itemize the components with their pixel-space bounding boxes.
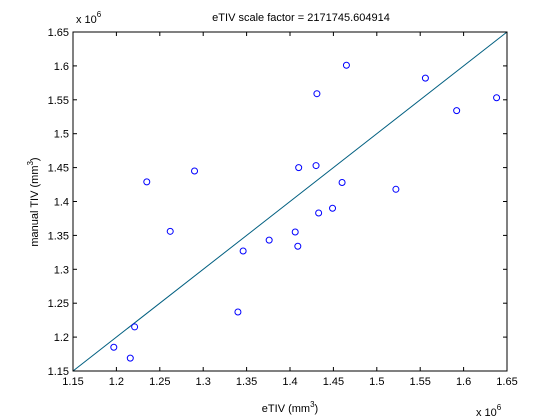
x-tick-label: 1.5 bbox=[369, 376, 384, 388]
data-point bbox=[493, 94, 501, 102]
y-tick-label: 1.45 bbox=[48, 163, 69, 175]
y-axis-label-base: manual TIV (mm bbox=[29, 166, 41, 247]
y-axis-multiplier: x 106 bbox=[76, 10, 102, 26]
data-point bbox=[342, 61, 350, 69]
x-tick-label: 1.6 bbox=[456, 376, 471, 388]
data-point bbox=[239, 247, 247, 255]
y-tick-label: 1.6 bbox=[54, 61, 69, 73]
data-point bbox=[143, 178, 151, 186]
x-axis-label-base: eTIV (mm bbox=[262, 403, 310, 415]
y-axis-multiplier-base: x 10 bbox=[76, 14, 97, 26]
y-tick-label: 1.35 bbox=[48, 230, 69, 242]
x-tick-label: 1.2 bbox=[109, 376, 124, 388]
y-tick-label: 1.55 bbox=[48, 95, 69, 107]
y-tick-label: 1.3 bbox=[54, 264, 69, 276]
x-axis-ticks: 1.15 1.2 1.25 1.3 1.35 1.4 1.45 1.5 1.55 1.6 1.65 bbox=[62, 32, 518, 388]
data-point bbox=[453, 107, 461, 115]
x-axis-multiplier: x 106 bbox=[476, 403, 502, 419]
x-tick-label: 1.35 bbox=[236, 376, 257, 388]
x-axis-label-sup: 3 bbox=[310, 400, 315, 409]
data-point bbox=[392, 185, 400, 193]
x-tick-label: 1.55 bbox=[409, 376, 430, 388]
data-points bbox=[110, 61, 501, 362]
data-point bbox=[338, 179, 346, 187]
data-point bbox=[110, 343, 118, 351]
data-point bbox=[191, 167, 199, 175]
y-axis-label-end: ) bbox=[29, 157, 41, 161]
x-axis-multiplier-base: x 10 bbox=[476, 407, 497, 419]
y-axis-multiplier-exp: 6 bbox=[97, 10, 102, 19]
x-tick-label: 1.15 bbox=[62, 376, 83, 388]
fit-line-layer bbox=[72, 31, 508, 372]
x-tick-label: 1.65 bbox=[496, 376, 517, 388]
y-axis-label-sup: 3 bbox=[26, 161, 35, 166]
data-point bbox=[295, 164, 303, 172]
y-tick-label: 1.4 bbox=[54, 197, 69, 209]
x-tick-label: 1.4 bbox=[282, 376, 297, 388]
y-tick-label: 1.5 bbox=[54, 129, 69, 141]
data-point bbox=[265, 236, 273, 244]
data-point bbox=[234, 308, 242, 316]
data-point bbox=[131, 323, 139, 331]
data-point bbox=[291, 228, 299, 236]
x-axis-label: eTIV (mm3) bbox=[262, 400, 318, 415]
y-tick-label: 1.25 bbox=[48, 298, 69, 310]
y-tick-label: 1.65 bbox=[48, 27, 69, 39]
y-tick-label: 1.15 bbox=[48, 366, 69, 378]
y-tick-label: 1.2 bbox=[54, 332, 69, 344]
data-point bbox=[329, 204, 337, 212]
data-point bbox=[312, 162, 320, 170]
x-tick-label: 1.25 bbox=[149, 376, 170, 388]
data-point bbox=[315, 209, 323, 217]
data-point bbox=[166, 227, 174, 235]
fit-line bbox=[72, 31, 508, 372]
x-tick-label: 1.3 bbox=[196, 376, 211, 388]
x-axis-label-end: ) bbox=[315, 403, 319, 415]
y-axis-ticks: 1.15 1.2 1.25 1.3 1.35 1.4 1.45 1.5 1.55 1.6 1.65 bbox=[48, 27, 507, 378]
data-point bbox=[126, 354, 134, 362]
data-point bbox=[294, 242, 302, 250]
data-point bbox=[313, 90, 321, 98]
chart-title: eTIV scale factor = 2171745.604914 bbox=[212, 12, 390, 24]
x-axis-multiplier-exp: 6 bbox=[497, 403, 502, 412]
x-tick-label: 1.45 bbox=[323, 376, 344, 388]
y-axis-label: manual TIV (mm3) bbox=[26, 157, 41, 246]
data-point bbox=[421, 74, 429, 82]
